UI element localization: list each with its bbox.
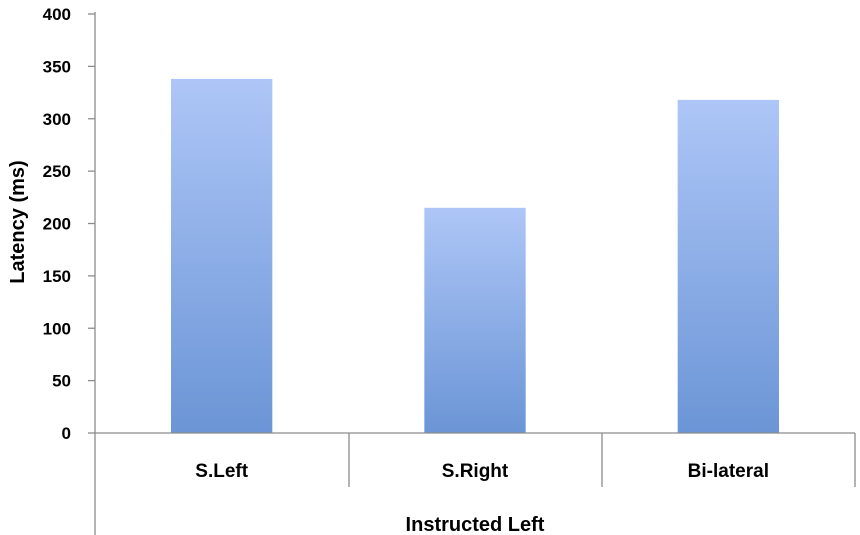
y-tick-label: 50 [52, 372, 71, 391]
y-tick-label: 300 [43, 110, 71, 129]
y-axis-title: Latency (ms) [7, 160, 29, 283]
x-category-labels: S.Left S.Right Bi-lateral [195, 461, 769, 482]
bar-bi-lateral [677, 99, 779, 434]
y-tick-label: 100 [43, 319, 71, 338]
x-category-label: Bi-lateral [688, 461, 769, 482]
y-tick-label: 150 [43, 267, 71, 286]
bar-s-right [424, 207, 526, 433]
y-tick-label: 350 [43, 57, 71, 76]
bars-group [171, 78, 779, 434]
y-tick-label: 0 [62, 424, 71, 443]
y-tick-label: 200 [43, 215, 71, 234]
bar-s-left [171, 78, 273, 433]
y-axis-ticks: 0 50 100 150 200 250 300 350 400 [43, 5, 95, 443]
y-tick-label: 400 [43, 5, 71, 24]
x-axis-title: Instructed Left [406, 514, 545, 535]
x-category-label: S.Right [442, 461, 509, 482]
x-category-label: S.Left [195, 461, 248, 482]
y-tick-label: 250 [43, 162, 71, 181]
